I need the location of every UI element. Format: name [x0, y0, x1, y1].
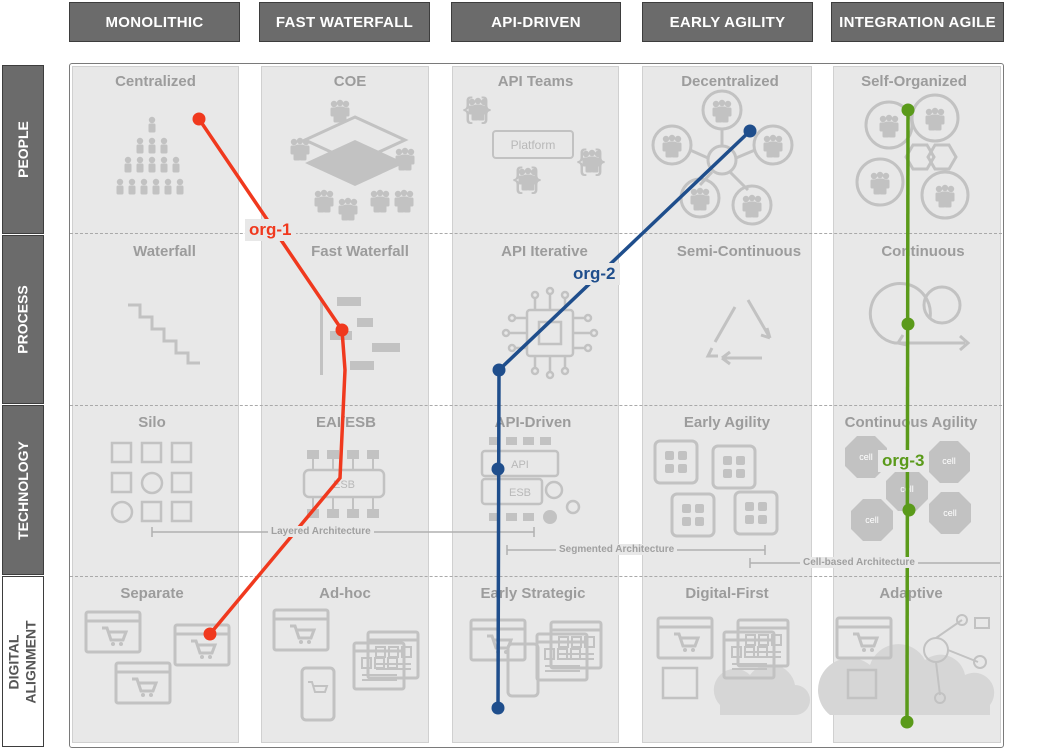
semi-continuous-cycle-icon [705, 299, 772, 366]
cell-title-waterfall: Waterfall [133, 243, 196, 260]
cell-title-early-strategic: Early Strategic [480, 585, 586, 602]
platform-label: Platform [511, 138, 556, 152]
separate-storefronts-icon [84, 610, 231, 705]
cell-title-adaptive: Adaptive [879, 585, 943, 602]
org-2-label: org-2 [569, 263, 620, 285]
cell-title-centralized: Centralized [115, 73, 196, 90]
cell-title-api-teams: API Teams [497, 73, 574, 90]
cell-title-continuous-agility: Continuous Agility [844, 414, 978, 431]
row-header-process: PROCESS [2, 235, 44, 404]
cell-title-silo: Silo [138, 414, 166, 431]
cell-title-eai-esb: EAI/ESB [315, 414, 376, 431]
org-1-path [197, 118, 347, 636]
svg-text:cell: cell [943, 508, 957, 518]
cell-based-architecture-label: Cell-based Architecture [800, 557, 918, 568]
row-header-digital-alignment: DIGITAL ALIGNMENT [2, 576, 44, 747]
column-header-monolithic: MONOLITHIC [69, 2, 240, 42]
svg-text:API: API [511, 459, 529, 471]
api-teams-icon: Platform { } { } { } [463, 92, 605, 195]
row-divider [70, 405, 1002, 406]
cell-title-semi-continuous: Semi-Continuous [676, 243, 802, 260]
column-header-fast-waterfall: FAST WATERFALL [259, 2, 430, 42]
org-3-path [905, 109, 910, 723]
cell-title-digital-first: Digital-First [685, 585, 769, 602]
cell-title-separate: Separate [120, 585, 184, 602]
org-1-markers [192, 112, 349, 641]
org-2-markers [491, 124, 757, 715]
api-iterative-chip-icon [501, 286, 599, 380]
svg-text:ESB: ESB [509, 487, 531, 499]
silo-blocks-icon [110, 441, 193, 524]
cell-title-early-agility: Early Agility [683, 414, 771, 431]
org-3-markers [900, 103, 916, 729]
column-early-agility [642, 66, 812, 743]
column-header-integration-agile: INTEGRATION AGILE [831, 2, 1004, 42]
digital-first-channels-icon [656, 616, 810, 715]
ad-hoc-channels-icon [272, 608, 420, 722]
cell-title-api-iterative: API Iterative [501, 243, 588, 260]
svg-text:cell: cell [859, 452, 873, 462]
centralized-pyramid-icon [116, 116, 184, 195]
fast-waterfall-gantt-icon [320, 297, 400, 375]
row-header-people: PEOPLE [2, 65, 44, 234]
cell-title-fast-waterfall: Fast Waterfall [311, 243, 409, 260]
svg-text:cell: cell [865, 515, 879, 525]
cell-title-ad-hoc: Ad-hoc [319, 585, 371, 602]
segmented-architecture-label: Segmented Architecture [556, 544, 678, 555]
column-header-api-driven: API-DRIVEN [451, 2, 621, 42]
row-divider [70, 233, 1002, 234]
cell-title-api-driven: API-Driven [494, 414, 572, 431]
svg-text:cell: cell [942, 456, 956, 466]
row-header-technology: TECHNOLOGY [2, 405, 44, 575]
self-organized-honeycomb-icon [855, 93, 970, 220]
early-strategic-channels-icon [469, 618, 603, 698]
column-header-early-agility: EARLY AGILITY [642, 2, 813, 42]
coe-layers-icon [291, 100, 415, 221]
layered-architecture-label: Layered Architecture [268, 526, 374, 537]
early-agility-modules-icon [653, 439, 779, 538]
cell-title-self-organized: Self-Organized [861, 73, 967, 90]
row-divider [70, 576, 1002, 577]
cell-title-decentralized: Decentralized [681, 73, 779, 90]
column-integration-agile [833, 66, 1001, 743]
cell-title-continuous: Continuous [881, 243, 965, 260]
continuous-loop-icon [868, 282, 971, 352]
cell-title-coe: COE [333, 73, 367, 90]
org-3-label: org-3 [878, 450, 929, 472]
api-driven-stack-icon: API ESB [480, 437, 581, 524]
org-1-label: org-1 [245, 219, 296, 241]
waterfall-stairs-icon [128, 303, 200, 365]
